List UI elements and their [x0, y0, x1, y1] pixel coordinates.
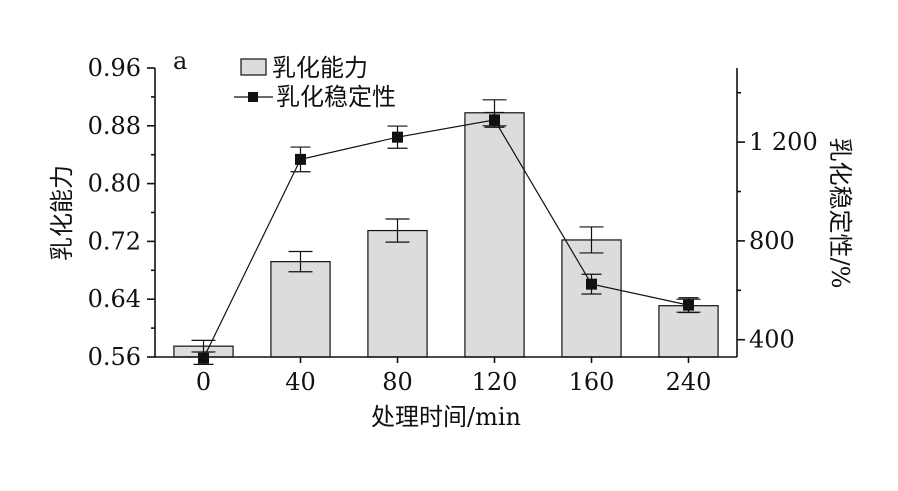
- right-tick-label: 400: [749, 326, 795, 354]
- right-tick-label: 1 200: [749, 128, 818, 156]
- x-tick-label: 240: [666, 368, 712, 396]
- legend-bar-swatch: [240, 58, 267, 76]
- left-ticks: 0.56 0.64 0.72 0.80 0.88 0.96: [88, 54, 155, 371]
- x-tick-label: 0: [196, 368, 211, 396]
- left-tick-label: 0.88: [88, 112, 141, 140]
- left-axis-title: 乳化能力: [48, 165, 76, 261]
- left-tick-label: 0.64: [88, 285, 141, 313]
- bars-layer: [173, 99, 719, 358]
- right-axis-title: 乳化稳定性/%: [826, 138, 854, 289]
- legend-line-marker: [248, 92, 258, 102]
- stability-point-marker: [489, 114, 500, 126]
- bar-error-bar: [385, 218, 410, 243]
- stability-point-marker: [586, 278, 597, 290]
- right-tick-label: 800: [749, 227, 795, 255]
- x-axis-title: 处理时间/min: [371, 403, 521, 431]
- stability-point-marker: [295, 153, 306, 165]
- x-tick-label: 80: [382, 368, 413, 396]
- x-ticks: 0 40 80 120 160 240: [196, 357, 712, 396]
- emulsifying-capacity-bar: [367, 229, 428, 358]
- left-tick-label: 0.80: [88, 170, 141, 198]
- emulsifying-capacity-bar: [270, 261, 331, 358]
- bar-error-bar: [579, 226, 604, 254]
- emulsifying-capacity-bar: [464, 112, 525, 358]
- x-tick-label: 160: [569, 368, 615, 396]
- legend: 乳化能力 乳化稳定性: [234, 54, 396, 111]
- left-tick-label: 0.72: [88, 227, 141, 255]
- x-tick-label: 120: [472, 368, 518, 396]
- left-tick-label: 0.96: [88, 54, 141, 82]
- panel-label: a: [173, 47, 187, 75]
- x-tick-label: 40: [285, 368, 316, 396]
- right-ticks: 400 800 1 200: [737, 91, 818, 354]
- legend-line-label: 乳化稳定性: [276, 83, 396, 111]
- left-tick-label: 0.56: [88, 343, 141, 371]
- emulsifying-capacity-bar: [658, 305, 719, 358]
- stability-point-marker: [392, 131, 403, 143]
- legend-bar-label: 乳化能力: [272, 54, 368, 82]
- stability-point-marker: [683, 299, 694, 311]
- emulsifying-capacity-bar: [561, 239, 622, 358]
- bar-error-bar: [288, 250, 313, 273]
- line-layer: [193, 111, 699, 366]
- emulsifying-stability-line: [202, 119, 689, 359]
